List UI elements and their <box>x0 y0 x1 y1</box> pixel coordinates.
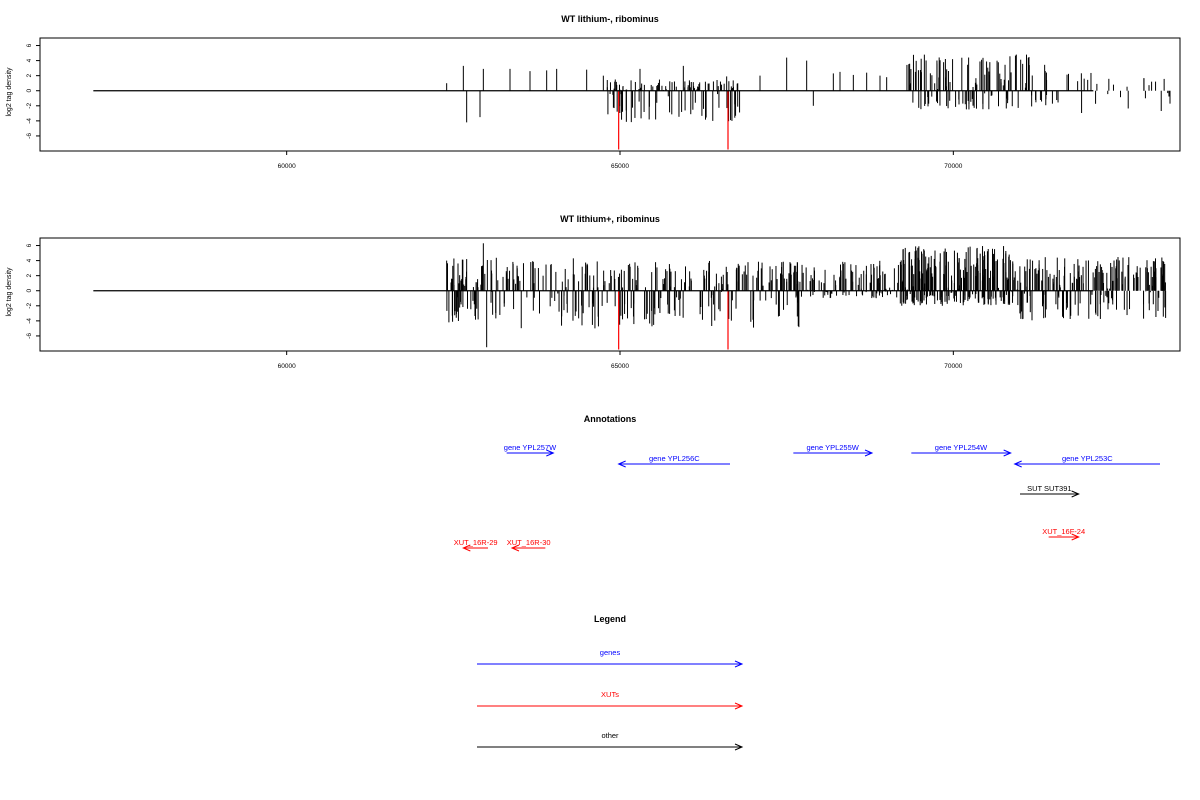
annotations-title: Annotations <box>584 414 637 424</box>
annotation-feature: gene YPL253C <box>1013 454 1160 468</box>
arrowhead-icon <box>1013 460 1022 468</box>
panel-title: WT lithium-, ribominus <box>561 14 659 24</box>
legend-panel: Legend genes XUTs other <box>477 614 744 751</box>
y-axis-label: log2 tag density <box>6 267 13 317</box>
arrowhead-icon <box>734 660 744 668</box>
y-tick-label: 0 <box>26 89 33 93</box>
annotation-label: XUT_16R-30 <box>507 538 551 547</box>
x-tick-label: 60000 <box>278 363 296 370</box>
annotation-feature: XUT_16R-29 <box>454 538 498 552</box>
annotation-feature: gene YPL255W <box>793 443 874 457</box>
annotation-label: gene YPL255W <box>806 443 859 452</box>
y-axis-label: log2 tag density <box>6 67 13 117</box>
arrowhead-icon <box>1071 533 1080 541</box>
legend-label: genes <box>600 648 621 657</box>
x-tick-label: 60000 <box>278 163 296 170</box>
x-tick-label: 65000 <box>611 163 629 170</box>
arrowhead-icon <box>734 702 744 710</box>
annotation-feature: SUT SUT391 <box>1020 484 1080 498</box>
plot-frame <box>39 37 1181 152</box>
annotation-feature: gene YPL257W <box>504 443 557 457</box>
y-axis: -6 -4 -2 0 2 4 6 <box>26 243 40 339</box>
arrowhead-icon <box>462 544 471 552</box>
y-tick-label: 6 <box>26 43 33 47</box>
arrowhead-icon <box>864 449 874 457</box>
y-tick-label: 0 <box>26 289 33 293</box>
y-tick-label: -6 <box>26 133 33 139</box>
x-axis: 60000 65000 70000 <box>278 151 963 170</box>
arrowhead-icon <box>546 449 555 457</box>
arrowhead-icon <box>1003 449 1012 457</box>
annotation-label: gene YPL256C <box>649 454 700 463</box>
bar-layer <box>446 54 1171 150</box>
y-tick-label: -4 <box>26 118 33 124</box>
arrowhead-icon <box>617 460 626 468</box>
y-tick-label: -2 <box>26 103 33 109</box>
annotation-label: gene YPL253C <box>1062 454 1113 463</box>
arrowhead-icon <box>510 544 520 552</box>
legend-item: other <box>477 731 744 751</box>
annotation-label: XUT_16F-24 <box>1042 527 1085 536</box>
y-tick-label: -4 <box>26 318 33 324</box>
panel-lithium-plus: WT lithium+, ribominus log2 tag density … <box>6 214 1181 370</box>
annotation-label: gene YPL254W <box>935 443 988 452</box>
annotation-feature: XUT_16F-24 <box>1042 527 1085 541</box>
panel-lithium-minus: WT lithium-, ribominus log2 tag density … <box>6 14 1181 170</box>
annotation-label: SUT SUT391 <box>1027 484 1071 493</box>
legend-label: XUTs <box>601 690 619 699</box>
annotation-label: gene YPL257W <box>504 443 557 452</box>
arrowhead-icon <box>1071 490 1080 498</box>
legend-items: genes XUTs other <box>477 648 744 751</box>
y-tick-label: 2 <box>26 73 33 77</box>
y-tick-label: -6 <box>26 333 33 339</box>
legend-label: other <box>601 731 619 740</box>
y-tick-label: 2 <box>26 273 33 277</box>
legend-title: Legend <box>594 614 626 624</box>
annotation-label: XUT_16R-29 <box>454 538 498 547</box>
y-tick-label: 6 <box>26 243 33 247</box>
annotation-tracks: gene YPL257W gene YPL256C gene YPL255W gene… <box>454 443 1160 552</box>
annotation-feature: XUT_16R-30 <box>507 538 551 552</box>
arrowhead-icon <box>734 743 744 751</box>
annotation-feature: gene YPL256C <box>617 454 730 468</box>
plot-frame <box>39 237 1181 352</box>
annotation-feature: gene YPL254W <box>911 443 1012 457</box>
x-tick-label: 70000 <box>944 363 962 370</box>
x-axis: 60000 65000 70000 <box>278 351 963 370</box>
y-tick-label: -2 <box>26 303 33 309</box>
y-tick-label: 4 <box>26 258 33 262</box>
y-tick-label: 4 <box>26 58 33 62</box>
x-tick-label: 70000 <box>944 163 962 170</box>
bar-layer <box>446 243 1167 350</box>
x-tick-label: 65000 <box>611 363 629 370</box>
legend-item: XUTs <box>477 690 744 710</box>
legend-item: genes <box>477 648 744 668</box>
y-axis: -6 -4 -2 0 2 4 6 <box>26 43 40 139</box>
panel-title: WT lithium+, ribominus <box>560 214 660 224</box>
